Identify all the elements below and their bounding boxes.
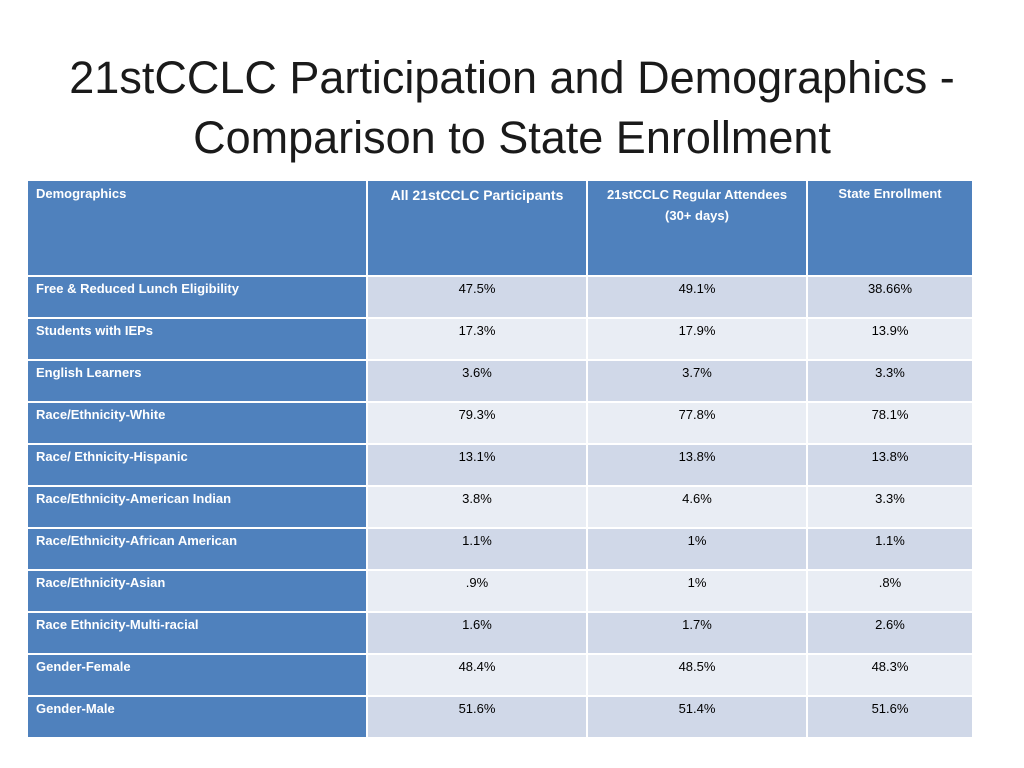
regular-attendees-value: 3.7% bbox=[588, 361, 806, 401]
regular-attendees-value: 4.6% bbox=[588, 487, 806, 527]
state-enrollment-value: 13.9% bbox=[808, 319, 972, 359]
regular-attendees-value: 77.8% bbox=[588, 403, 806, 443]
title-line: Comparison to State Enrollment bbox=[193, 112, 831, 163]
state-enrollment-value: 3.3% bbox=[808, 487, 972, 527]
row-label: Race Ethnicity-Multi-racial bbox=[28, 613, 366, 653]
regular-attendees-value: 13.8% bbox=[588, 445, 806, 485]
header-regular-attendees: 21stCCLC Regular Attendees (30+ days) bbox=[588, 181, 806, 275]
regular-attendees-value: 17.9% bbox=[588, 319, 806, 359]
header-regular-attendees-line: 21stCCLC Regular Attendees bbox=[606, 187, 788, 202]
all-participants-value: 3.6% bbox=[368, 361, 586, 401]
row-label: Race/Ethnicity-American Indian bbox=[28, 487, 366, 527]
header-all-participants: All 21stCCLC Participants bbox=[368, 181, 586, 275]
title-line: 21stCCLC Participation and Demographics … bbox=[69, 52, 955, 103]
state-enrollment-value: 13.8% bbox=[808, 445, 972, 485]
regular-attendees-value: 48.5% bbox=[588, 655, 806, 695]
row-label: Race/Ethnicity-African American bbox=[28, 529, 366, 569]
row-label: English Learners bbox=[28, 361, 366, 401]
regular-attendees-value: 1% bbox=[588, 571, 806, 611]
header-regular-attendees-line: (30+ days) bbox=[665, 208, 729, 223]
state-enrollment-value: 2.6% bbox=[808, 613, 972, 653]
state-enrollment-value: 1.1% bbox=[808, 529, 972, 569]
state-enrollment-value: .8% bbox=[808, 571, 972, 611]
all-participants-value: 1.6% bbox=[368, 613, 586, 653]
header-demographics: Demographics bbox=[28, 181, 366, 275]
all-participants-value: 17.3% bbox=[368, 319, 586, 359]
regular-attendees-value: 1% bbox=[588, 529, 806, 569]
row-label: Race/Ethnicity-White bbox=[28, 403, 366, 443]
state-enrollment-value: 78.1% bbox=[808, 403, 972, 443]
row-label: Gender-Male bbox=[28, 697, 366, 737]
row-label: Race/Ethnicity-Asian bbox=[28, 571, 366, 611]
regular-attendees-value: 51.4% bbox=[588, 697, 806, 737]
all-participants-value: .9% bbox=[368, 571, 586, 611]
demographics-table: Demographics All 21stCCLC Participants 2… bbox=[28, 181, 972, 737]
state-enrollment-value: 48.3% bbox=[808, 655, 972, 695]
slide-title: 21stCCLC Participation and Demographics … bbox=[0, 48, 1024, 168]
state-enrollment-value: 51.6% bbox=[808, 697, 972, 737]
all-participants-value: 13.1% bbox=[368, 445, 586, 485]
all-participants-value: 48.4% bbox=[368, 655, 586, 695]
row-label: Gender-Female bbox=[28, 655, 366, 695]
all-participants-value: 47.5% bbox=[368, 277, 586, 317]
header-state-enrollment: State Enrollment bbox=[808, 181, 972, 275]
state-enrollment-value: 38.66% bbox=[808, 277, 972, 317]
all-participants-value: 79.3% bbox=[368, 403, 586, 443]
row-label: Free & Reduced Lunch Eligibility bbox=[28, 277, 366, 317]
regular-attendees-value: 49.1% bbox=[588, 277, 806, 317]
all-participants-value: 1.1% bbox=[368, 529, 586, 569]
state-enrollment-value: 3.3% bbox=[808, 361, 972, 401]
row-label: Students with IEPs bbox=[28, 319, 366, 359]
all-participants-value: 3.8% bbox=[368, 487, 586, 527]
row-label: Race/ Ethnicity-Hispanic bbox=[28, 445, 366, 485]
all-participants-value: 51.6% bbox=[368, 697, 586, 737]
regular-attendees-value: 1.7% bbox=[588, 613, 806, 653]
